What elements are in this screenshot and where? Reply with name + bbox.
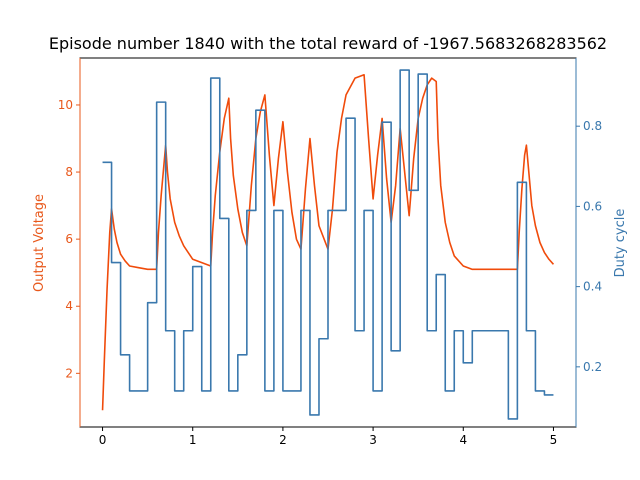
x-tick-label: 4 (459, 433, 467, 447)
output-voltage-series-line (101, 73, 555, 411)
x-tick-label: 1 (189, 433, 197, 447)
x-tick-label: 2 (279, 433, 287, 447)
axes: 0 1 2 3 4 5 2 4 6 8 10 0.2 0.4 0.6 0.8 (58, 58, 602, 447)
right-y-tick-label: 0.2 (583, 360, 602, 374)
chart-title: Episode number 1840 with the total rewar… (49, 34, 607, 53)
plot-area (101, 69, 555, 420)
right-y-tick-label: 0.8 (583, 119, 602, 133)
duty-cycle-series-line (102, 69, 554, 420)
x-tick-label: 3 (369, 433, 377, 447)
x-tick-label: 5 (550, 433, 558, 447)
left-y-tick-label: 4 (65, 299, 73, 313)
x-tick-label: 0 (99, 433, 107, 447)
right-axis-label: Duty cycle (613, 209, 628, 278)
right-y-tick-label: 0.4 (583, 280, 602, 294)
left-y-tick-label: 10 (58, 98, 73, 112)
right-y-tick-label: 0.6 (583, 199, 602, 213)
left-y-tick-label: 8 (65, 165, 73, 179)
left-y-tick-label: 6 (65, 232, 73, 246)
left-axis-label: Output Voltage (32, 194, 47, 292)
left-y-tick-label: 2 (65, 366, 73, 380)
